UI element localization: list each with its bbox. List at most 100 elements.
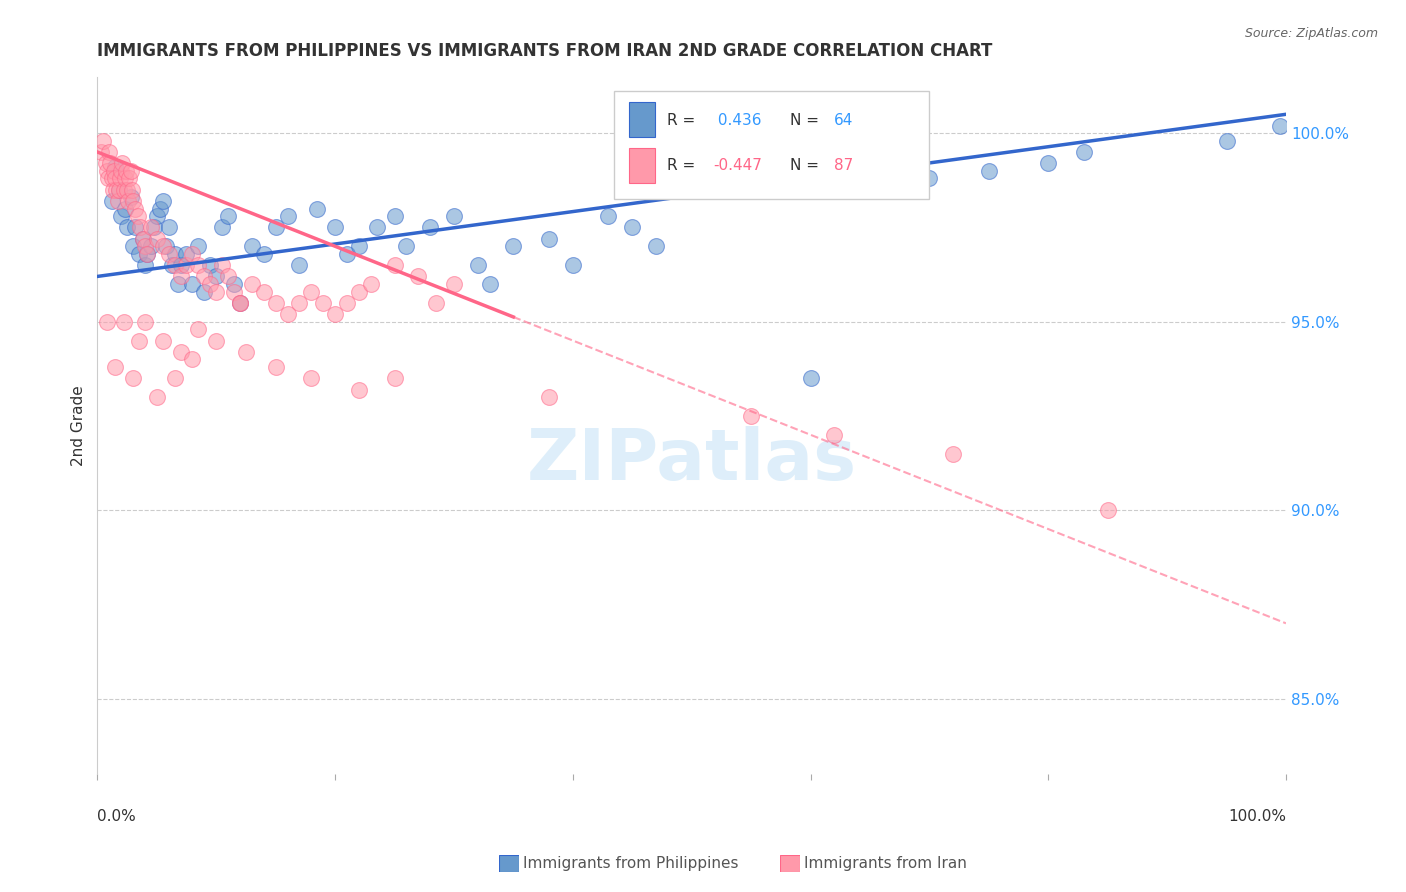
Point: [120, 190, 142, 204]
Point: [127, 209, 149, 223]
Point: [193, 269, 215, 284]
Point: [112, 315, 135, 329]
Point: [366, 220, 388, 235]
Point: [467, 258, 489, 272]
Point: [406, 269, 429, 284]
Point: [136, 247, 159, 261]
Point: [478, 277, 501, 291]
Point: [222, 285, 245, 299]
Point: [134, 258, 156, 272]
Point: [336, 247, 359, 261]
Point: [97, 171, 120, 186]
Point: [167, 277, 190, 291]
Point: [1073, 145, 1095, 159]
Point: [139, 239, 162, 253]
Point: [598, 209, 620, 223]
Text: 0.436: 0.436: [713, 113, 762, 128]
Point: [561, 258, 583, 272]
Point: [1038, 156, 1060, 170]
Point: [299, 371, 322, 385]
Text: ZIPatlas: ZIPatlas: [527, 425, 856, 495]
Text: R =: R =: [666, 113, 700, 128]
Point: [288, 295, 311, 310]
Point: [384, 209, 406, 223]
Point: [122, 194, 145, 208]
Point: [200, 277, 222, 291]
Point: [122, 371, 145, 385]
Point: [115, 183, 138, 197]
Point: [211, 220, 233, 235]
Point: [229, 295, 252, 310]
Point: [977, 164, 1000, 178]
Point: [253, 285, 276, 299]
Point: [419, 220, 441, 235]
Point: [131, 232, 153, 246]
Point: [110, 164, 132, 178]
Point: [336, 295, 359, 310]
Point: [134, 315, 156, 329]
Text: 64: 64: [834, 113, 853, 128]
Point: [129, 220, 152, 235]
Point: [169, 344, 191, 359]
Point: [1097, 503, 1119, 517]
Point: [108, 171, 131, 186]
Point: [645, 239, 668, 253]
Point: [107, 194, 129, 208]
Point: [217, 209, 239, 223]
Point: [118, 171, 141, 186]
Point: [91, 134, 114, 148]
Point: [115, 164, 138, 178]
Point: [918, 171, 941, 186]
Point: [799, 371, 821, 385]
Point: [152, 194, 174, 208]
Point: [152, 334, 174, 348]
Point: [146, 390, 169, 404]
Point: [229, 295, 252, 310]
Text: 87: 87: [834, 159, 853, 173]
Point: [152, 239, 174, 253]
Point: [187, 322, 209, 336]
Text: 0.0%: 0.0%: [97, 809, 136, 824]
Point: [149, 202, 172, 216]
Point: [205, 269, 228, 284]
Point: [176, 258, 198, 272]
Point: [347, 239, 370, 253]
FancyBboxPatch shape: [614, 91, 929, 199]
Point: [425, 295, 447, 310]
Point: [134, 239, 156, 253]
Point: [347, 285, 370, 299]
Point: [277, 209, 299, 223]
Point: [100, 194, 122, 208]
Point: [384, 258, 406, 272]
Point: [307, 202, 329, 216]
Point: [217, 269, 239, 284]
Point: [211, 258, 233, 272]
Point: [1268, 119, 1291, 133]
Point: [222, 277, 245, 291]
Point: [128, 247, 150, 261]
Point: [96, 164, 118, 178]
Bar: [628, 148, 655, 184]
Point: [163, 247, 186, 261]
Point: [100, 156, 122, 170]
Point: [277, 307, 299, 321]
Point: [229, 295, 252, 310]
Point: [114, 202, 136, 216]
Point: [205, 285, 228, 299]
Text: Immigrants from Philippines: Immigrants from Philippines: [523, 856, 738, 871]
Point: [537, 232, 560, 246]
Point: [112, 183, 135, 197]
Point: [299, 285, 322, 299]
Point: [155, 239, 177, 253]
Point: [111, 156, 134, 170]
Point: [110, 209, 132, 223]
Point: [443, 209, 465, 223]
Point: [1215, 134, 1237, 148]
Point: [124, 220, 146, 235]
Text: Source: ZipAtlas.com: Source: ZipAtlas.com: [1244, 27, 1378, 40]
Point: [136, 247, 159, 261]
Point: [181, 277, 204, 291]
Point: [240, 239, 263, 253]
Bar: [628, 103, 655, 137]
Point: [193, 285, 215, 299]
